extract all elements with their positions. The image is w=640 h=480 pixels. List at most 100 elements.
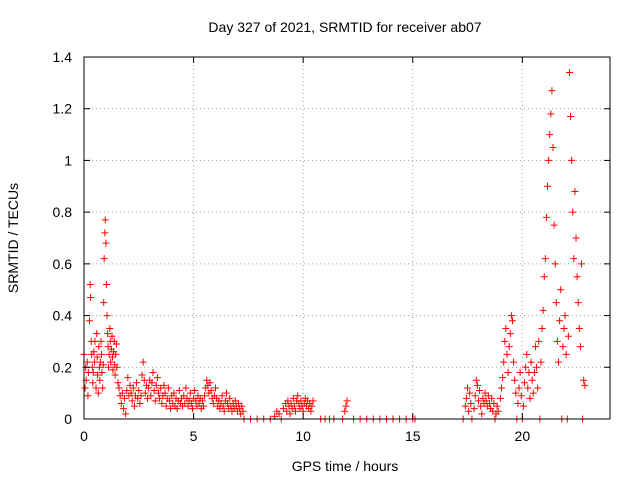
data-point	[92, 384, 100, 392]
data-point	[222, 389, 230, 397]
x-tick-label: 0	[80, 428, 88, 444]
data-point	[212, 384, 219, 392]
data-point	[139, 358, 147, 366]
data-point	[576, 343, 584, 351]
data-point	[89, 379, 97, 387]
data-point	[112, 340, 120, 348]
data-point	[102, 281, 110, 289]
data-point	[108, 332, 116, 340]
data-point	[571, 187, 579, 195]
data-point	[99, 361, 107, 369]
data-point	[114, 379, 122, 387]
x-tick-label: 20	[515, 428, 531, 444]
data-point	[478, 410, 486, 418]
data-point	[220, 407, 228, 415]
x-tick-label: 10	[295, 428, 311, 444]
data-point	[508, 317, 516, 325]
y-tick-label: 0.2	[53, 359, 73, 375]
y-tick-label: 0.6	[53, 256, 73, 272]
data-point	[226, 394, 234, 402]
data-point	[527, 358, 535, 366]
data-point	[150, 387, 158, 395]
data-point	[187, 399, 195, 407]
data-point	[570, 255, 578, 263]
data-point	[467, 399, 475, 407]
data-point	[521, 379, 529, 387]
chart-title: Day 327 of 2021, SRMTID for receiver ab0…	[208, 19, 481, 35]
data-point	[148, 379, 156, 387]
data-point	[83, 358, 91, 366]
data-point	[162, 402, 170, 410]
data-point	[87, 293, 95, 301]
data-point	[84, 392, 92, 400]
data-point	[476, 387, 484, 395]
data-point	[530, 368, 538, 376]
data-point	[538, 325, 546, 332]
data-point	[524, 384, 532, 392]
data-point	[112, 350, 120, 358]
data-point	[514, 399, 522, 407]
data-point	[539, 306, 547, 314]
data-point	[99, 384, 107, 392]
data-point	[561, 312, 569, 320]
data-point	[553, 337, 561, 345]
data-point	[559, 343, 567, 351]
data-point	[107, 358, 115, 366]
data-point	[89, 368, 97, 376]
data-point	[535, 337, 543, 345]
data-point	[238, 402, 246, 410]
y-tick-label: 0.4	[53, 308, 73, 324]
data-point	[147, 392, 155, 400]
data-point	[91, 358, 99, 366]
x-tick-label: 15	[405, 428, 421, 444]
data-point	[127, 389, 135, 397]
data-point	[161, 389, 169, 397]
data-point	[164, 384, 172, 392]
plot-frame	[83, 56, 611, 420]
data-point	[342, 402, 350, 410]
data-point	[94, 371, 102, 379]
data-point	[286, 410, 294, 418]
data-point	[218, 392, 226, 400]
data-point	[557, 286, 565, 294]
data-point	[170, 389, 178, 397]
data-point	[500, 358, 508, 366]
data-point	[504, 368, 512, 376]
data-point	[461, 402, 469, 410]
data-point	[544, 182, 552, 190]
data-point	[239, 407, 247, 415]
data-point	[569, 208, 577, 216]
data-point	[152, 381, 160, 389]
data-point	[91, 337, 99, 345]
data-point	[105, 363, 113, 371]
data-point	[207, 387, 215, 395]
data-point	[219, 402, 227, 410]
data-point	[182, 384, 190, 392]
y-tick-label: 0.8	[53, 204, 73, 220]
data-point	[343, 397, 351, 405]
data-point	[136, 399, 144, 407]
data-point	[546, 131, 554, 139]
data-point	[531, 343, 539, 351]
data-point	[130, 402, 138, 410]
data-point	[155, 389, 163, 397]
data-point	[96, 376, 104, 384]
data-point	[502, 325, 510, 332]
data-points	[80, 69, 589, 423]
data-point	[547, 110, 555, 118]
data-point	[309, 397, 317, 405]
data-point	[198, 397, 206, 405]
data-point	[488, 394, 496, 402]
data-point	[545, 156, 553, 164]
data-point	[129, 384, 137, 392]
data-point	[275, 410, 283, 418]
data-point	[119, 405, 127, 413]
data-point	[109, 366, 117, 374]
y-tick-label: 1.2	[53, 101, 73, 117]
data-point	[117, 399, 125, 407]
y-tick-label: 1	[64, 152, 72, 168]
axes: 0 5 10 15 20 0 0.2 0.4 0.6 0.8 1 1.2 1.4	[53, 49, 610, 444]
data-point	[554, 358, 562, 366]
data-point	[122, 410, 130, 418]
data-point	[93, 330, 101, 338]
